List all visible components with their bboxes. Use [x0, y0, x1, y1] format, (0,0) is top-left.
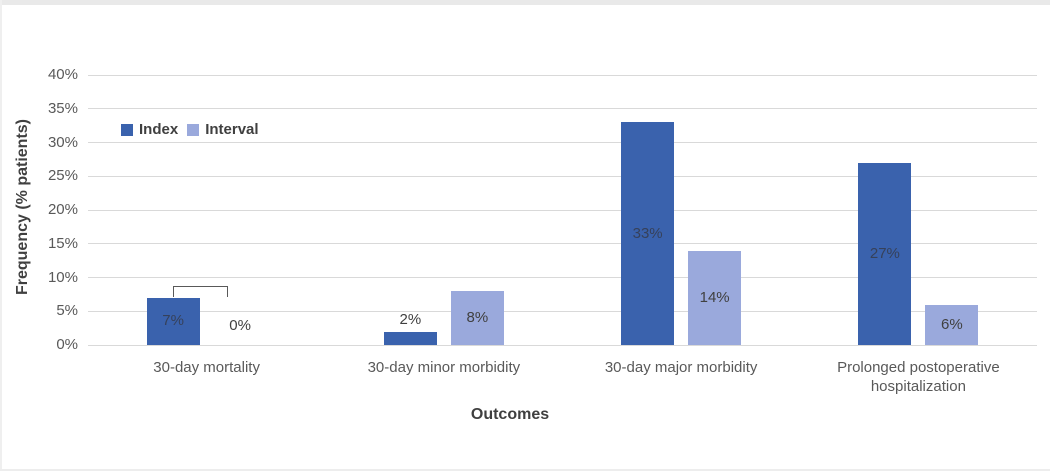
bar-index	[621, 122, 675, 345]
significance-bracket	[173, 286, 229, 298]
gridline	[88, 74, 1037, 76]
x-category-label: Prolonged postoperative hospitalization	[837, 359, 1000, 395]
x-category-label: 30-day mortality	[153, 359, 260, 376]
x-category-label: 30-day major morbidity	[604, 359, 758, 376]
legend-swatch-index	[121, 123, 133, 136]
gridline	[88, 108, 1037, 110]
bar-value-label: 6%	[941, 315, 963, 333]
gridline	[88, 142, 1037, 143]
legend: Index Interval	[121, 121, 259, 138]
bar-value-label: 33%	[632, 224, 663, 242]
gridline	[88, 175, 1037, 177]
y-tick-label: 20%	[47, 201, 78, 218]
bar-index	[146, 297, 200, 345]
bar-value-label: 8%	[466, 309, 489, 326]
y-tick-label: 0%	[56, 336, 78, 353]
bar-interval	[688, 250, 742, 345]
bar-index	[383, 331, 437, 345]
y-tick-label: 15%	[47, 234, 78, 252]
gridline	[88, 209, 1037, 211]
gridline	[88, 277, 1037, 278]
y-tick-label: 40%	[47, 66, 78, 83]
y-tick-label: 5%	[56, 302, 78, 320]
y-tick-label: 35%	[47, 99, 78, 117]
legend-swatch-interval	[187, 123, 200, 136]
y-tick-label: 30%	[47, 133, 78, 151]
bar-index	[858, 162, 912, 345]
legend-item-index: Index	[121, 121, 178, 138]
bar-value-label: 0%	[229, 317, 251, 334]
legend-label-interval: Interval	[205, 121, 259, 138]
figure-bottom-border	[0, 469, 1050, 471]
legend-label-index: Index	[139, 121, 179, 138]
bar-interval	[925, 304, 979, 345]
bar-value-label: 27%	[869, 244, 900, 262]
gridline	[88, 243, 1037, 245]
gridline	[88, 310, 1037, 312]
legend-item-interval: Interval	[187, 121, 259, 138]
gridline	[88, 344, 1037, 346]
x-category-label: 30-day minor morbidity	[367, 359, 521, 376]
bar-value-label: 2%	[399, 310, 422, 328]
bar-value-label: 14%	[699, 288, 730, 306]
y-tick-label: 25%	[47, 167, 78, 185]
x-axis-title: Outcomes	[470, 406, 550, 423]
bar-interval	[450, 291, 504, 345]
figure-top-border	[0, 0, 1050, 5]
figure-left-border	[0, 0, 2, 471]
y-tick-label: 10%	[47, 268, 78, 286]
bar-value-label: 7%	[162, 312, 184, 330]
